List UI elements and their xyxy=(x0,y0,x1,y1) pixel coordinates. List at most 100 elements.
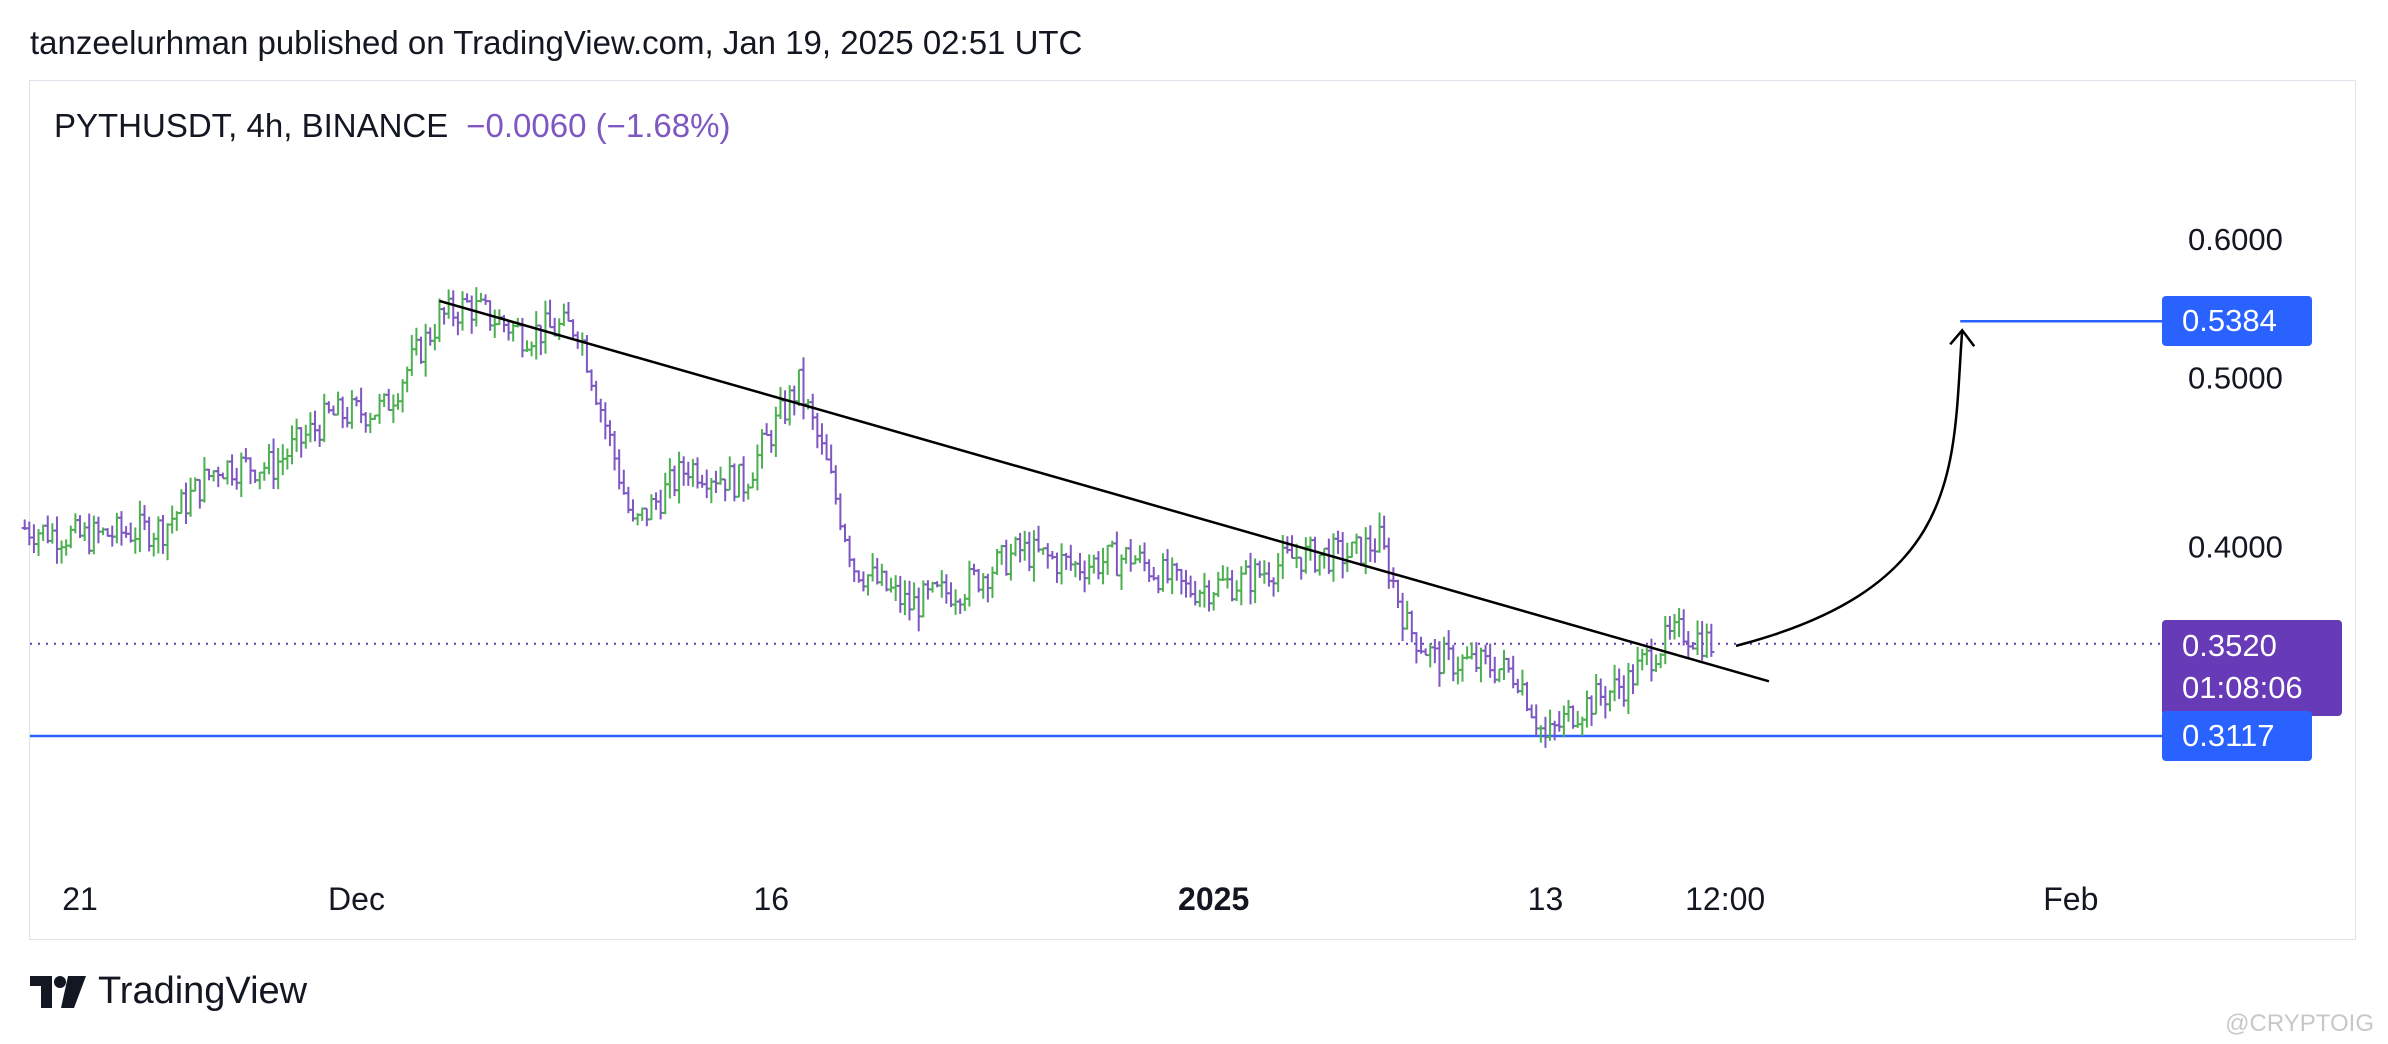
ohlc-bar xyxy=(30,524,37,554)
ohlc-bar xyxy=(1339,532,1346,579)
ohlc-bar xyxy=(1261,560,1268,584)
ohlc-bar xyxy=(883,570,890,592)
ohlc-bar xyxy=(878,563,885,587)
ohlc-bar xyxy=(795,368,802,407)
time-tick-label: 16 xyxy=(753,881,789,917)
ohlc-bar xyxy=(81,522,88,542)
ohlc-bar xyxy=(943,574,950,604)
ohlc-bar xyxy=(1007,543,1014,581)
ohlc-bar xyxy=(1275,553,1282,593)
ohlc-bar xyxy=(1053,552,1060,583)
ohlc-bar xyxy=(828,444,835,474)
ohlc-bar xyxy=(505,321,512,341)
ohlc-bar xyxy=(643,507,650,527)
ohlc-bar xyxy=(1335,530,1342,554)
ohlc-bar xyxy=(1358,536,1365,567)
ohlc-bar xyxy=(547,299,554,329)
price-tick-label: 0.6000 xyxy=(2188,222,2283,257)
ohlc-bar xyxy=(1574,710,1581,728)
ohlc-bar xyxy=(1556,711,1563,732)
ohlc-bar xyxy=(1017,532,1024,563)
ohlc-bar xyxy=(450,290,457,327)
ohlc-bar xyxy=(662,472,669,515)
ohlc-bar xyxy=(1708,623,1715,657)
ohlc-bar xyxy=(1703,623,1710,658)
publish-info: tanzeelurhman published on TradingView.c… xyxy=(30,24,1083,61)
ohlc-bar xyxy=(897,575,904,613)
ohlc-bar xyxy=(316,424,323,447)
ohlc-bar xyxy=(685,461,692,486)
ohlc-bar xyxy=(1611,664,1618,702)
ohlc-bar xyxy=(703,469,710,499)
ohlc-bar xyxy=(26,521,33,546)
ohlc-bar xyxy=(1265,562,1272,587)
ohlc-bar xyxy=(1593,674,1600,715)
ohlc-bar xyxy=(155,516,162,554)
ohlc-bar xyxy=(1519,669,1526,696)
ohlc-bar xyxy=(1321,547,1328,569)
tradingview-logo-icon xyxy=(30,975,86,1008)
time-tick-label: 21 xyxy=(62,881,98,917)
ohlc-bar xyxy=(1026,531,1033,572)
ohlc-bar xyxy=(846,535,853,568)
ohlc-bar xyxy=(1381,515,1388,550)
ohlc-bar xyxy=(1141,542,1148,572)
ohlc-bar xyxy=(127,522,134,543)
ohlc-bar xyxy=(418,336,425,364)
ohlc-bar xyxy=(187,477,194,517)
ohlc-bar xyxy=(159,514,166,554)
price-axis: 0.6000 0.5000 0.4000 xyxy=(2188,222,2283,565)
ohlc-bar xyxy=(1505,657,1512,673)
ohlc-bar xyxy=(1680,609,1687,646)
ohlc-bar xyxy=(602,402,609,440)
ohlc-bar xyxy=(1224,566,1231,589)
ohlc-bar xyxy=(72,513,79,534)
target-price-tag: 0.5384 xyxy=(2162,296,2312,347)
descending-trendline xyxy=(439,299,1770,683)
ohlc-bar xyxy=(759,429,766,469)
ohlc-bar xyxy=(1298,556,1305,580)
ohlc-bar xyxy=(837,493,844,531)
ohlc-bar xyxy=(768,430,775,453)
ohlc-bar xyxy=(676,451,683,504)
ohlc-bar xyxy=(1588,695,1595,726)
ohlc-bar xyxy=(809,393,816,430)
tradingview-brand[interactable]: TradingView xyxy=(30,970,307,1013)
ohlc-bar xyxy=(459,291,466,331)
ohlc-bar xyxy=(242,448,249,463)
chart-pane[interactable] xyxy=(29,80,2356,940)
ohlc-bar xyxy=(906,580,913,621)
ohlc-bar xyxy=(482,294,489,305)
ohlc-bar xyxy=(915,587,922,632)
ohlc-bar xyxy=(865,574,872,596)
ohlc-bar xyxy=(989,566,996,599)
ohlc-bar xyxy=(542,300,549,354)
ohlc-bar xyxy=(293,418,300,452)
ohlc-bar xyxy=(141,505,148,531)
ohlc-bar xyxy=(473,287,480,327)
ohlc-bar xyxy=(321,393,328,443)
ohlc-bar xyxy=(358,387,365,424)
ohlc-bar xyxy=(1049,551,1056,560)
ohlc-bar xyxy=(399,379,406,413)
ohlc-bar xyxy=(851,558,858,582)
ohlc-bar xyxy=(570,319,577,341)
ohlc-bar xyxy=(229,454,236,486)
bars-layer xyxy=(21,287,1715,748)
ohlc-bar xyxy=(468,295,475,334)
ohlc-bar xyxy=(53,516,60,564)
ohlc-bar xyxy=(477,292,484,303)
ohlc-bar xyxy=(90,515,97,555)
ohlc-bar xyxy=(1394,579,1401,609)
ohlc-bar xyxy=(1312,536,1319,573)
ohlc-bar xyxy=(261,462,268,481)
ohlc-bar xyxy=(1067,544,1074,571)
ohlc-bar xyxy=(754,444,761,491)
ohlc-bar xyxy=(1021,530,1028,561)
current-price-tag: 0.3520 01:08:06 xyxy=(2162,619,2342,716)
ohlc-bar xyxy=(312,410,319,442)
ohlc-bar xyxy=(265,444,272,475)
ohlc-bar xyxy=(1035,525,1042,553)
ohlc-bar xyxy=(1413,632,1420,664)
